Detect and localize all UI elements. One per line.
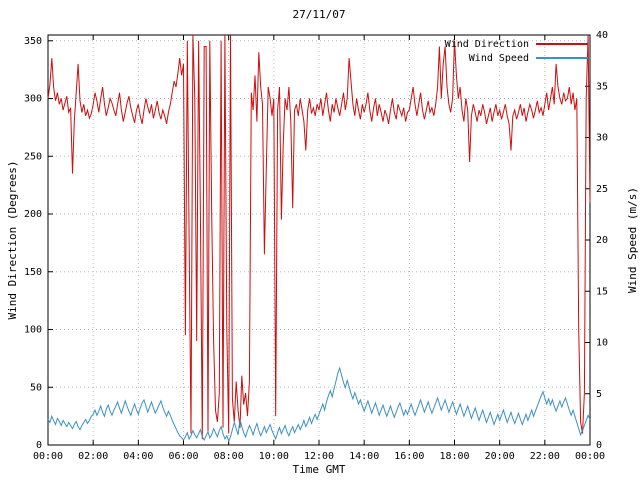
x-tick-label: 20:00 — [485, 451, 515, 462]
y-axis-title: Wind Direction (Degrees) — [6, 160, 19, 320]
y-tick-label: 50 — [30, 382, 42, 393]
y2-tick-label: 0 — [596, 440, 602, 451]
x-tick-label: 00:00 — [33, 451, 63, 462]
x-tick-label: 22:00 — [530, 451, 560, 462]
y2-tick-label: 30 — [596, 133, 608, 144]
wind-speed-line-swatch — [536, 57, 588, 59]
x-tick-label: 10:00 — [259, 451, 289, 462]
y2-tick-label: 15 — [596, 286, 608, 297]
legend-entry-wind-direction: Wind Direction — [445, 37, 588, 51]
y2-tick-label: 20 — [596, 235, 608, 246]
series-line-wind-speed — [47, 366, 591, 443]
y-tick-label: 250 — [24, 151, 42, 162]
y2-tick-label: 10 — [596, 338, 608, 349]
y-tick-label: 0 — [36, 440, 42, 451]
y2-tick-label: 25 — [596, 184, 608, 195]
x-tick-label: 16:00 — [394, 451, 424, 462]
legend-label: Wind Speed — [468, 52, 529, 64]
series-line-wind-direction — [47, 34, 591, 440]
x-tick-label: 06:00 — [168, 451, 198, 462]
y2-tick-label: 40 — [596, 30, 608, 41]
y-tick-label: 100 — [24, 325, 42, 336]
y-tick-label: 300 — [24, 94, 42, 105]
x-tick-label: 12:00 — [304, 451, 334, 462]
x-tick-label: 18:00 — [439, 451, 469, 462]
y-tick-label: 150 — [24, 267, 42, 278]
y2-tick-label: 35 — [596, 81, 608, 92]
x-tick-label: 00:00 — [575, 451, 605, 462]
legend: Wind Direction Wind Speed — [445, 37, 588, 65]
y2-axis-title: Wind Speed (m/s) — [626, 187, 639, 293]
legend-entry-wind-speed: Wind Speed — [445, 51, 588, 65]
x-axis-title: Time GMT — [292, 463, 346, 476]
chart-title: 27/11/07 — [292, 8, 346, 21]
y-tick-label: 350 — [24, 36, 42, 47]
x-tick-label: 04:00 — [123, 451, 153, 462]
x-tick-label: 08:00 — [214, 451, 244, 462]
x-tick-label: 02:00 — [78, 451, 108, 462]
y2-tick-label: 5 — [596, 389, 602, 400]
legend-label: Wind Direction — [444, 38, 529, 50]
wind-direction-line-swatch — [536, 43, 588, 45]
x-tick-label: 14:00 — [349, 451, 379, 462]
y-tick-label: 200 — [24, 209, 42, 220]
